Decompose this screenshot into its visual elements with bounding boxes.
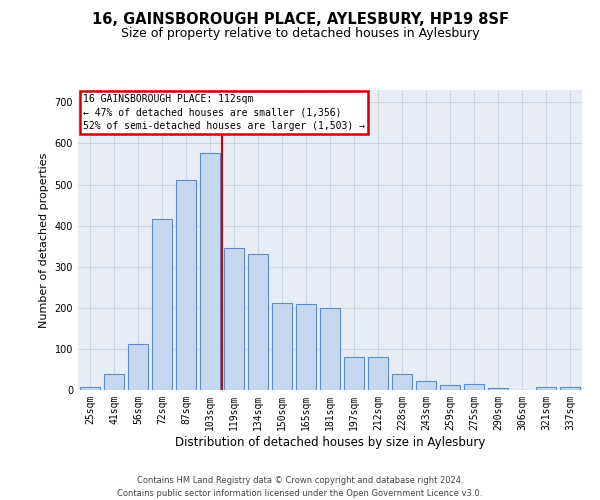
Text: 16 GAINSBOROUGH PLACE: 112sqm
← 47% of detached houses are smaller (1,356)
52% o: 16 GAINSBOROUGH PLACE: 112sqm ← 47% of d… (83, 94, 365, 131)
Bar (536, 386, 556, 390)
Text: Contains HM Land Registry data © Crown copyright and database right 2024.
Contai: Contains HM Land Registry data © Crown c… (118, 476, 482, 498)
Bar (440, 384, 460, 390)
Bar (80, 386, 100, 390)
Bar (344, 357, 364, 390)
Bar (320, 308, 340, 390)
Bar (176, 180, 196, 390)
Bar (296, 304, 316, 390)
Bar (200, 153, 220, 390)
Y-axis label: Number of detached properties: Number of detached properties (39, 152, 49, 328)
Bar (104, 374, 124, 390)
Bar (464, 384, 484, 390)
Bar (224, 248, 244, 390)
Bar (392, 374, 412, 390)
Bar (488, 388, 508, 390)
Bar (272, 303, 292, 390)
Text: Size of property relative to detached houses in Aylesbury: Size of property relative to detached ho… (121, 28, 479, 40)
Bar (560, 387, 580, 390)
Text: 16, GAINSBOROUGH PLACE, AYLESBURY, HP19 8SF: 16, GAINSBOROUGH PLACE, AYLESBURY, HP19 … (91, 12, 509, 28)
Bar (248, 254, 268, 390)
Bar (416, 381, 436, 390)
Bar (128, 344, 148, 390)
Bar (368, 357, 388, 390)
Bar (152, 220, 172, 390)
X-axis label: Distribution of detached houses by size in Aylesbury: Distribution of detached houses by size … (175, 436, 485, 448)
